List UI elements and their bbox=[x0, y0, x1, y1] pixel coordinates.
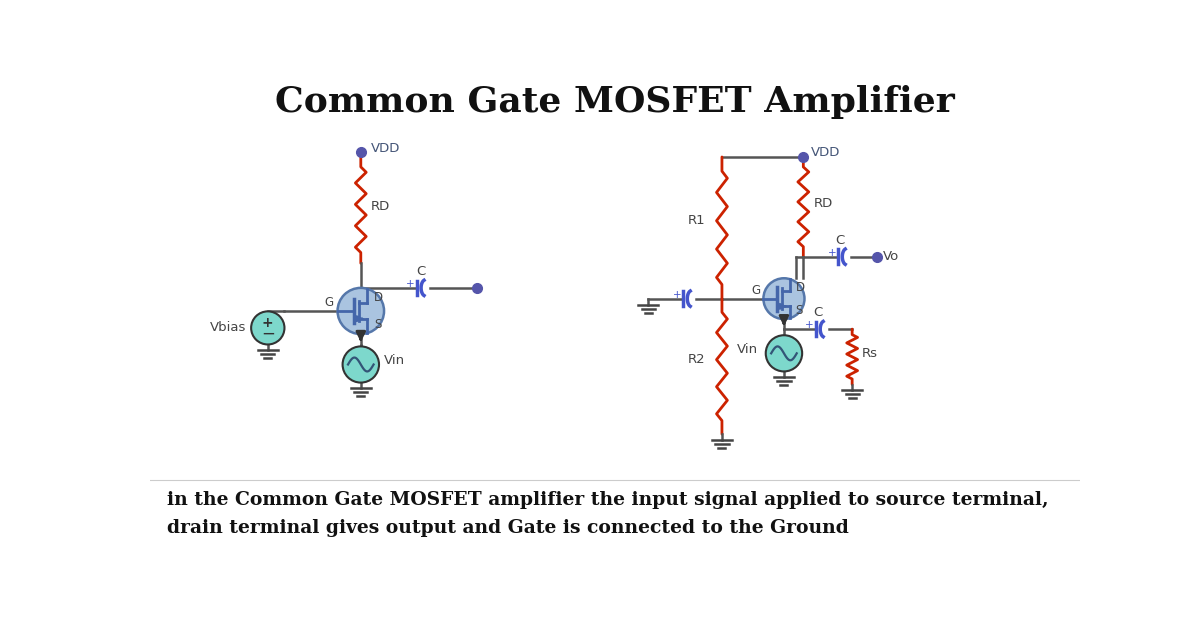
Text: Vo: Vo bbox=[883, 250, 900, 263]
Text: Common Gate MOSFET Amplifier: Common Gate MOSFET Amplifier bbox=[275, 85, 955, 119]
Text: S: S bbox=[796, 304, 803, 317]
Text: +: + bbox=[262, 315, 274, 330]
Text: G: G bbox=[324, 296, 334, 310]
Text: +: + bbox=[672, 290, 682, 300]
Text: VDD: VDD bbox=[811, 146, 840, 160]
Text: R1: R1 bbox=[688, 214, 704, 227]
Text: +: + bbox=[407, 279, 415, 289]
Text: Vbias: Vbias bbox=[210, 322, 246, 335]
Text: Rs: Rs bbox=[863, 347, 878, 360]
Text: VDD: VDD bbox=[371, 141, 401, 154]
Text: in the Common Gate MOSFET amplifier the input signal applied to source terminal,: in the Common Gate MOSFET amplifier the … bbox=[167, 491, 1049, 509]
Text: D: D bbox=[374, 291, 383, 304]
Text: C: C bbox=[814, 306, 823, 319]
Text: R2: R2 bbox=[688, 352, 704, 365]
Circle shape bbox=[342, 347, 379, 382]
Text: +: + bbox=[805, 320, 814, 330]
Text: −: − bbox=[260, 325, 275, 343]
Circle shape bbox=[766, 335, 802, 371]
Text: +: + bbox=[828, 247, 836, 257]
Circle shape bbox=[337, 288, 384, 334]
Text: C: C bbox=[416, 265, 426, 278]
Text: D: D bbox=[796, 281, 805, 293]
Text: G: G bbox=[751, 284, 761, 297]
Text: C: C bbox=[835, 234, 845, 247]
Text: RD: RD bbox=[371, 200, 390, 213]
Text: Vin: Vin bbox=[384, 354, 406, 367]
Text: Vin: Vin bbox=[737, 344, 758, 356]
Circle shape bbox=[251, 311, 284, 345]
Circle shape bbox=[763, 278, 804, 319]
Text: S: S bbox=[374, 318, 382, 331]
Text: RD: RD bbox=[814, 197, 833, 210]
Text: drain terminal gives output and Gate is connected to the Ground: drain terminal gives output and Gate is … bbox=[167, 519, 848, 537]
